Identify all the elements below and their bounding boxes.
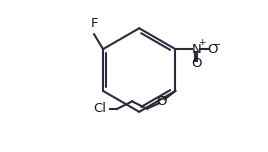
Text: Cl: Cl <box>93 102 106 115</box>
Text: N: N <box>192 43 202 56</box>
Text: O: O <box>192 57 202 70</box>
Text: F: F <box>90 17 98 31</box>
Text: −: − <box>213 40 221 50</box>
Text: O: O <box>157 95 167 108</box>
Text: +: + <box>198 38 205 47</box>
Text: O: O <box>207 43 218 56</box>
